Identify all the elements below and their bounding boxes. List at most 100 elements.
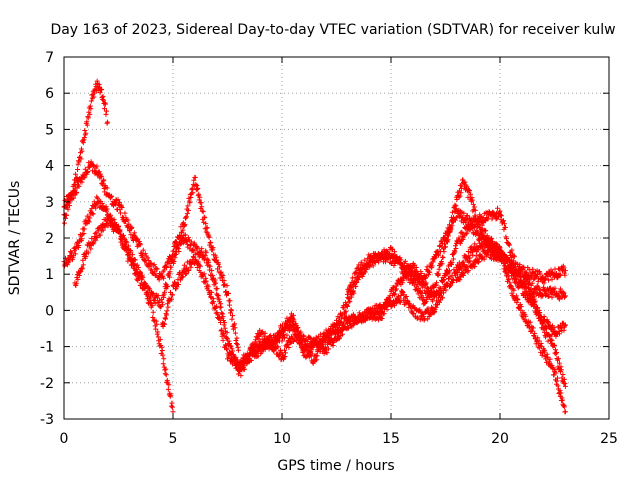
data-point [124, 245, 130, 251]
data-point [282, 350, 288, 356]
data-point [203, 221, 209, 227]
data-point [334, 321, 339, 327]
data-point [163, 372, 169, 378]
data-point [411, 310, 417, 316]
data-point [124, 252, 130, 258]
data-point [547, 356, 553, 362]
data-point [116, 223, 121, 229]
data-point [216, 261, 222, 267]
data-point [424, 306, 430, 312]
data-point [177, 241, 183, 247]
data-point [117, 210, 123, 216]
data-point [151, 262, 157, 268]
data-point [104, 108, 110, 114]
data-point [196, 191, 202, 197]
data-point [449, 209, 455, 215]
data-point [126, 221, 132, 227]
data-point [161, 275, 167, 281]
data-point [115, 197, 121, 203]
data-point [84, 122, 90, 128]
data-point [161, 356, 167, 362]
data-point [186, 267, 192, 273]
data-point [313, 352, 319, 358]
data-point [213, 280, 219, 286]
data-point [95, 195, 101, 201]
data-point [219, 310, 225, 316]
data-point [165, 304, 171, 310]
x-tick-label: 15 [382, 431, 400, 447]
data-point [347, 298, 353, 304]
data-point [66, 258, 72, 264]
data-point [542, 347, 548, 353]
data-point [187, 200, 193, 206]
y-tick-labels: -3 -2 -1 0 1 2 3 4 5 6 7 [40, 50, 54, 428]
y-tick-label: 5 [45, 122, 54, 138]
data-point [109, 218, 115, 224]
data-point [171, 259, 177, 265]
data-point [214, 286, 220, 292]
data-point [203, 250, 209, 256]
data-point [224, 283, 230, 289]
data-point [196, 254, 202, 260]
data-point [103, 204, 109, 210]
data-point [72, 251, 78, 257]
data-point [202, 215, 208, 221]
data-point [165, 386, 171, 392]
data-point [98, 174, 104, 180]
data-point [160, 361, 166, 367]
data-point [79, 179, 85, 185]
data-point [159, 344, 165, 350]
data-point [523, 313, 529, 319]
data-point [181, 262, 187, 268]
data-point [342, 309, 348, 315]
data-point [195, 185, 201, 191]
data-point [128, 232, 134, 238]
data-point [203, 278, 209, 284]
data-point [82, 128, 88, 134]
data-point [163, 316, 169, 322]
data-point [74, 189, 80, 195]
data-point [167, 269, 173, 275]
x-tick-label: 25 [600, 431, 618, 447]
x-tick-label: 20 [491, 431, 509, 447]
data-point [227, 298, 233, 304]
data-point [160, 352, 166, 358]
data-point [104, 185, 110, 191]
data-point [197, 263, 203, 269]
data-point [105, 119, 111, 125]
data-point [119, 204, 125, 210]
data-point [74, 174, 80, 180]
data-point [359, 273, 365, 279]
data-point [423, 273, 429, 279]
data-point [94, 163, 100, 169]
data-point [415, 314, 421, 320]
data-point [85, 250, 91, 256]
data-point [228, 343, 234, 349]
data-point [218, 304, 224, 310]
data-point [142, 286, 148, 292]
data-point [79, 236, 85, 242]
data-point [188, 239, 194, 245]
data-point [472, 225, 478, 231]
data-point [248, 358, 254, 364]
data-point [511, 287, 517, 293]
data-point [89, 210, 95, 216]
data-point [429, 263, 435, 269]
data-point [164, 308, 170, 314]
data-point [153, 318, 159, 324]
data-point [515, 297, 521, 303]
data-point [337, 320, 343, 326]
data-point [168, 403, 174, 409]
data-point [125, 217, 131, 223]
data-point [560, 372, 566, 378]
data-point [66, 200, 72, 206]
data-point [442, 234, 448, 240]
y-tick-label: 7 [45, 50, 54, 66]
data-point [402, 258, 408, 264]
data-point [135, 265, 141, 271]
data-point [518, 304, 524, 310]
data-point [85, 168, 91, 174]
y-tick-label: 6 [45, 86, 54, 102]
data-point [229, 361, 235, 367]
data-point [111, 228, 117, 234]
